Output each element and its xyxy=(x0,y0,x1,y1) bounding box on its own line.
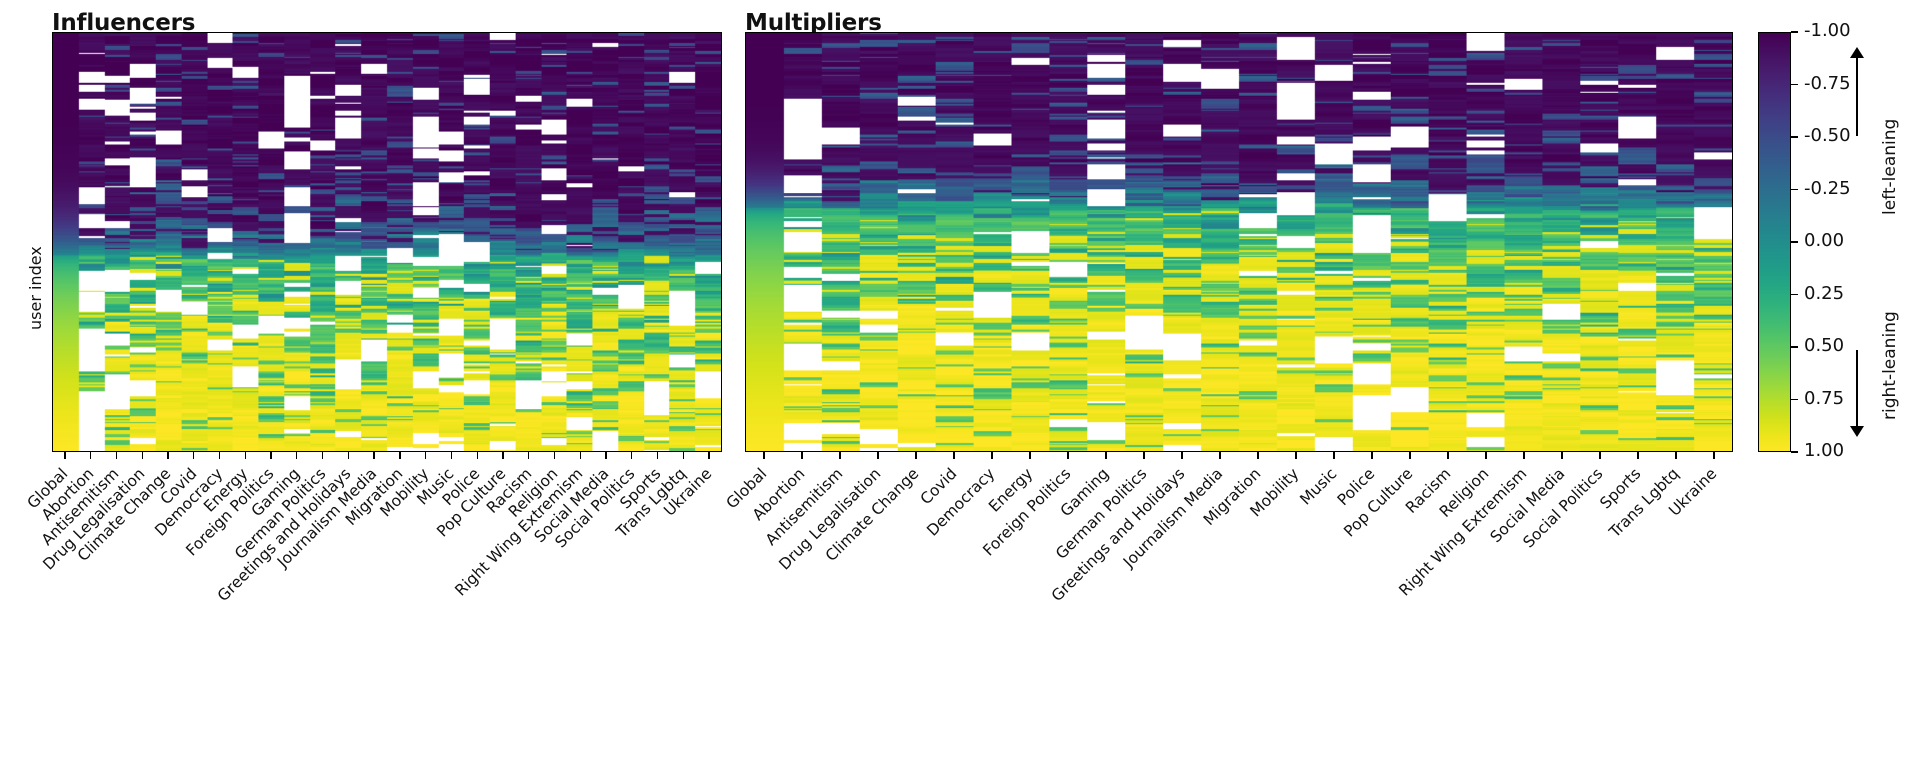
colorbar-tick-label: -0.50 xyxy=(1804,125,1851,146)
colorbar-tick-mark xyxy=(1791,83,1798,86)
x-tick-mark xyxy=(425,452,427,459)
x-tick-mark xyxy=(1675,452,1677,459)
colorbar-tick-label: 0.75 xyxy=(1804,387,1845,409)
x-tick-mark xyxy=(347,452,349,459)
colorbar-tick-label: 0.25 xyxy=(1804,282,1845,304)
x-tick-mark xyxy=(1105,452,1107,459)
x-tick-mark xyxy=(656,452,659,459)
panel-title-influencers: Influencers xyxy=(52,10,196,36)
x-axis-ticks-multipliers xyxy=(745,452,1733,459)
x-tick-mark xyxy=(953,452,955,459)
heatmap-multipliers-cells xyxy=(746,33,1732,451)
x-tick-mark xyxy=(1067,452,1069,459)
panel-title-multipliers: Multipliers xyxy=(745,10,882,36)
x-tick-mark xyxy=(1371,452,1373,459)
colorbar-tick-mark xyxy=(1791,398,1798,401)
x-tick-mark xyxy=(708,452,710,459)
x-tick-mark xyxy=(763,452,765,459)
colorbar-tick-mark xyxy=(1791,188,1798,191)
x-tick-mark xyxy=(476,452,478,459)
x-tick-mark xyxy=(450,452,453,459)
x-tick-mark xyxy=(321,452,324,459)
x-tick-mark xyxy=(1181,452,1183,459)
x-tick-mark xyxy=(1637,452,1639,459)
x-tick-mark xyxy=(1295,452,1297,459)
colorbar-tick-label: -0.25 xyxy=(1804,177,1851,199)
x-tick-mark xyxy=(1143,452,1145,459)
colorbar-label-left-leaning: left-leaning xyxy=(1880,118,1900,215)
x-tick-mark xyxy=(90,452,92,459)
x-tick-mark xyxy=(141,452,143,459)
x-tick-mark xyxy=(1713,452,1715,459)
x-tick-mark xyxy=(682,452,684,459)
arrow-down-shaft xyxy=(1856,350,1858,428)
colorbar-tick-label: 1.00 xyxy=(1804,440,1845,461)
x-tick-mark xyxy=(877,452,879,459)
x-tick-mark xyxy=(1447,452,1449,459)
x-tick-mark xyxy=(1257,452,1259,459)
x-tick-mark xyxy=(579,452,581,459)
colorbar[interactable] xyxy=(1758,32,1791,452)
colorbar-label-right-leaning: right-leaning xyxy=(1880,311,1900,420)
x-tick-mark xyxy=(1029,452,1031,459)
x-tick-mark xyxy=(244,452,246,459)
arrow-up-shaft xyxy=(1856,58,1858,136)
heatmap-influencers-cells xyxy=(53,33,721,451)
colorbar-tick-mark xyxy=(1791,293,1798,296)
arrow-up-icon xyxy=(1850,47,1864,58)
x-tick-mark xyxy=(296,452,298,459)
arrow-down-icon xyxy=(1850,426,1864,437)
x-tick-mark xyxy=(801,452,803,459)
x-tick-mark xyxy=(115,452,118,459)
x-tick-mark xyxy=(193,452,195,459)
x-tick-mark xyxy=(839,452,841,459)
x-tick-mark xyxy=(991,452,993,459)
heatmap-influencers[interactable] xyxy=(52,32,722,452)
x-tick-mark xyxy=(64,452,66,459)
colorbar-tick-label: -1.00 xyxy=(1804,20,1851,41)
x-tick-mark xyxy=(553,452,556,459)
x-tick-mark xyxy=(218,452,221,459)
x-tick-mark xyxy=(631,452,633,459)
colorbar-tick-mark xyxy=(1791,136,1798,138)
colorbar-tick-mark xyxy=(1791,31,1798,33)
y-axis-label: user index xyxy=(26,246,45,330)
x-tick-mark xyxy=(1599,452,1601,459)
colorbar-tick-mark xyxy=(1791,346,1798,348)
x-tick-mark xyxy=(1561,452,1563,459)
x-tick-mark xyxy=(1409,452,1411,459)
x-tick-mark xyxy=(1219,452,1221,459)
colorbar-tick-label: 0.00 xyxy=(1804,230,1845,251)
x-tick-mark xyxy=(270,452,272,459)
x-tick-mark xyxy=(167,452,169,459)
colorbar-tick-mark xyxy=(1791,451,1798,453)
x-tick-mark xyxy=(915,452,917,459)
x-tick-mark xyxy=(1333,452,1335,459)
x-tick-mark xyxy=(605,452,607,459)
x-axis-ticks-influencers xyxy=(52,452,722,459)
x-tick-mark xyxy=(1523,452,1525,459)
colorbar-tick-label: 0.50 xyxy=(1804,335,1845,356)
colorbar-tick-label: -0.75 xyxy=(1804,72,1851,94)
colorbar-gradient xyxy=(1759,33,1790,451)
x-tick-mark xyxy=(373,452,375,459)
x-tick-mark xyxy=(1485,452,1487,459)
x-tick-mark xyxy=(528,452,530,459)
x-tick-mark xyxy=(502,452,504,459)
heatmap-multipliers[interactable] xyxy=(745,32,1733,452)
x-tick-mark xyxy=(399,452,401,459)
colorbar-tick-mark xyxy=(1791,241,1798,243)
